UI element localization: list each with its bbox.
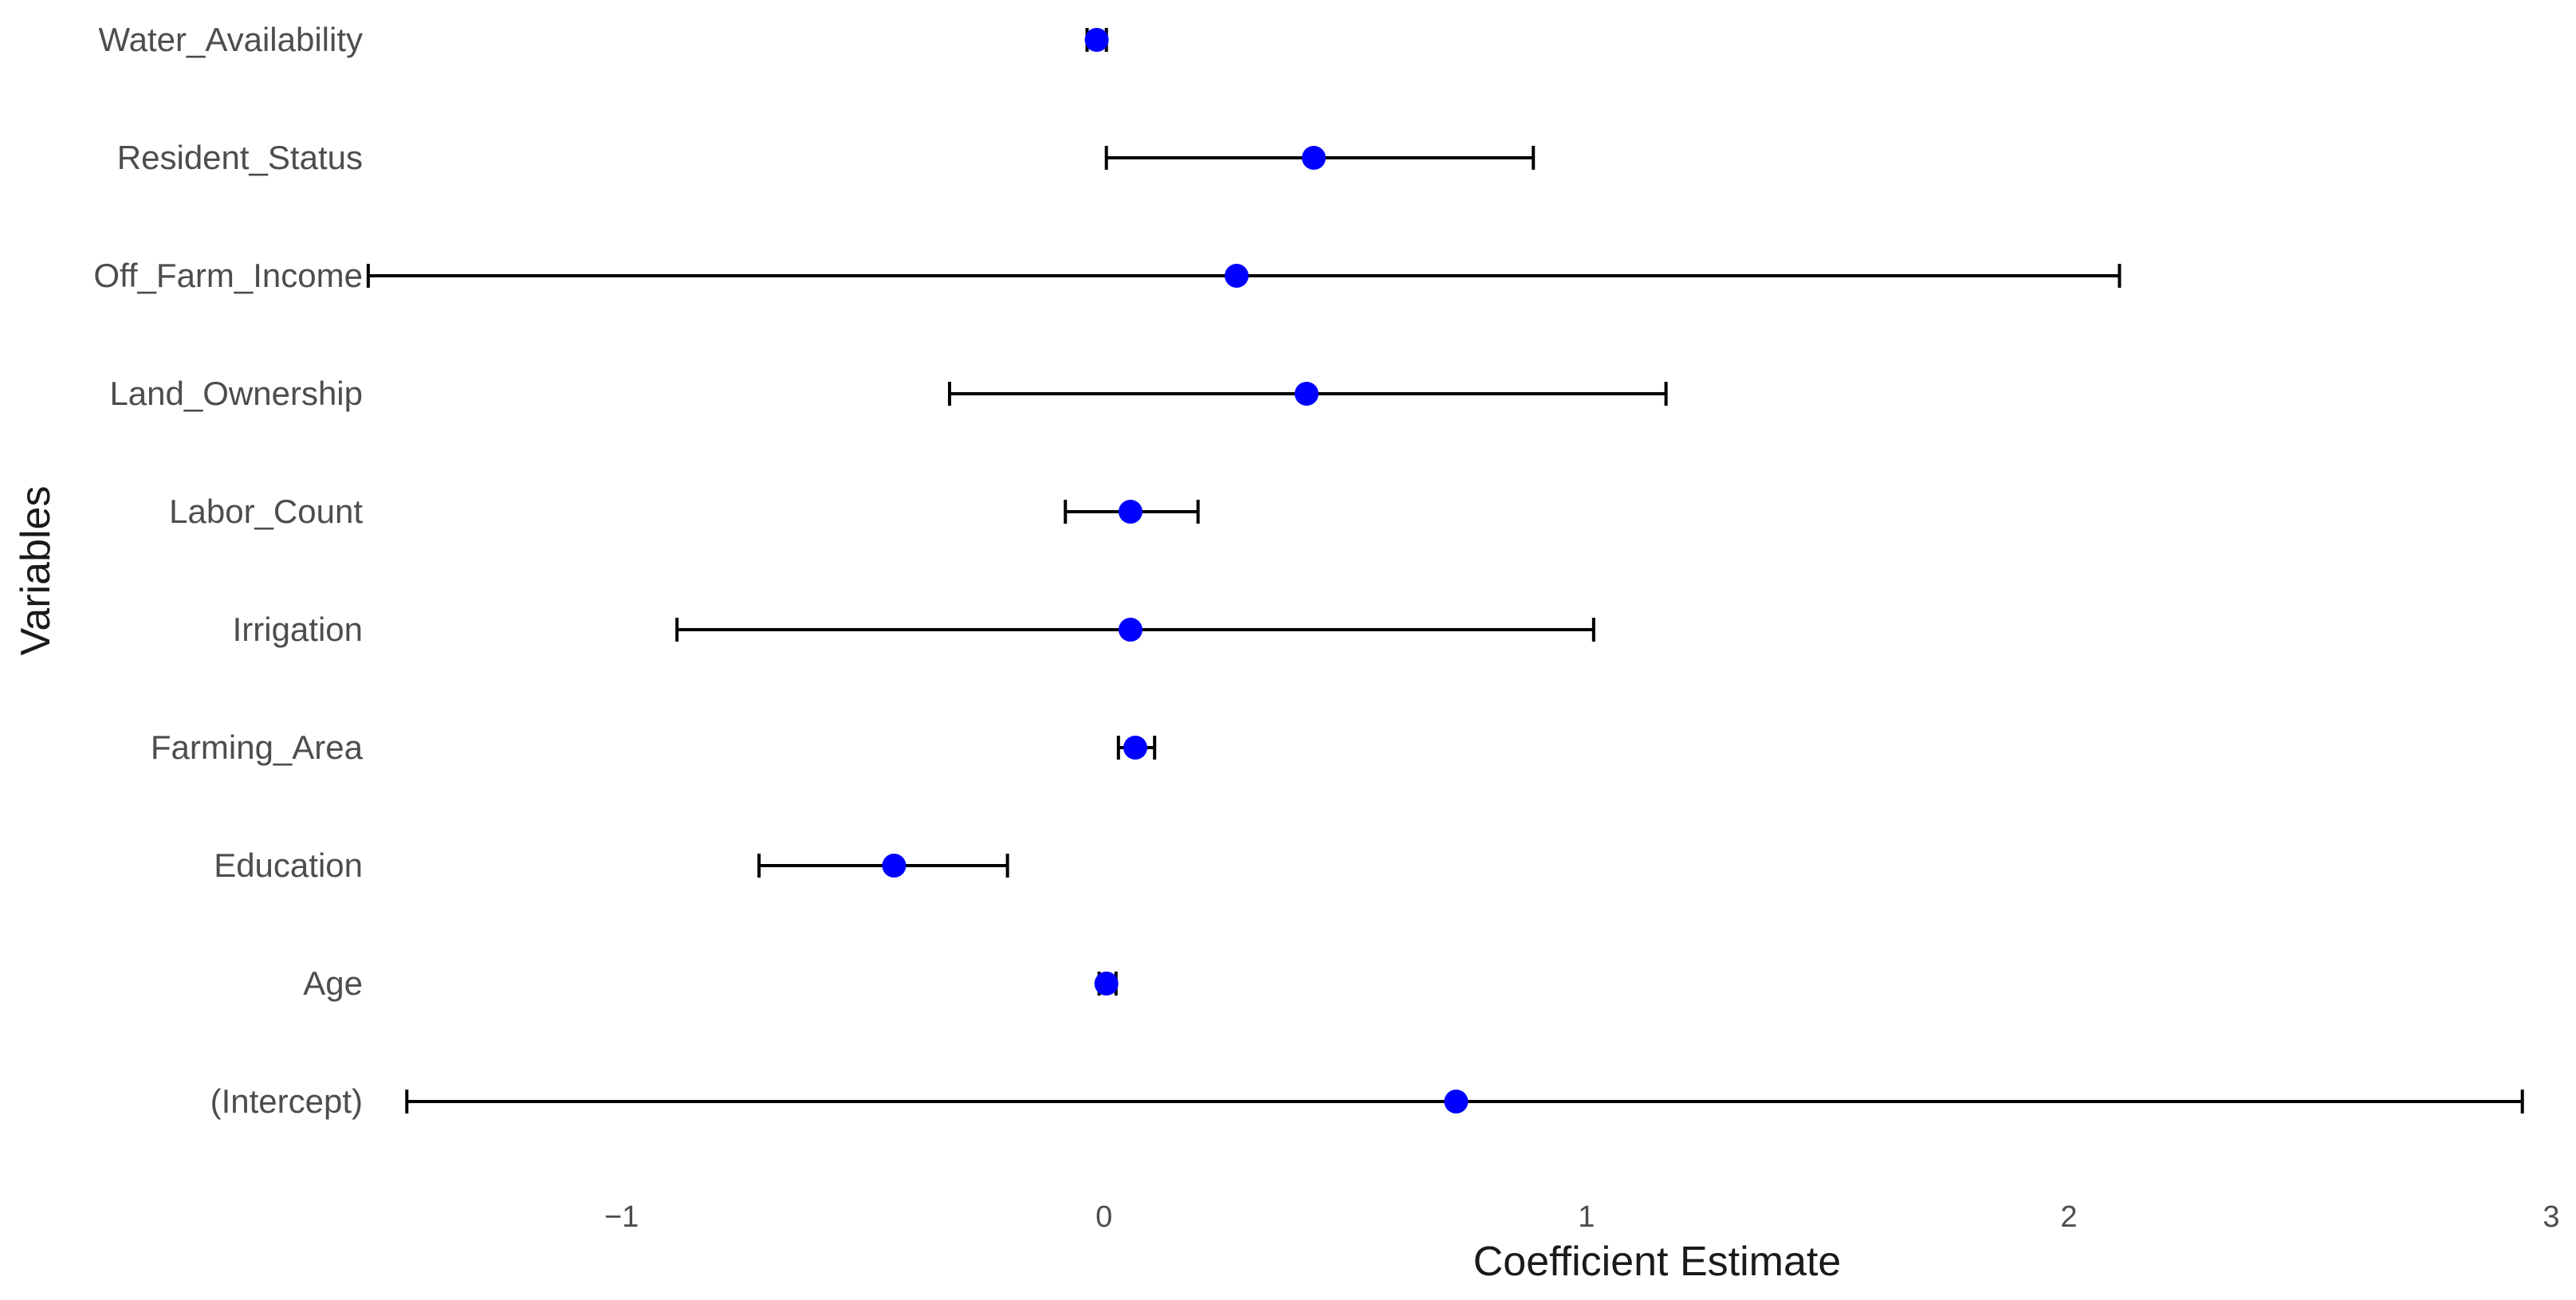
x-tick-label: 0: [1095, 1200, 1112, 1234]
x-tick-label: −1: [604, 1200, 639, 1234]
x-tick-label: 3: [2543, 1200, 2559, 1234]
point-resident-status: [1301, 146, 1326, 170]
point-irrigation: [1118, 618, 1142, 642]
point-age: [1094, 972, 1119, 996]
y-tick-label-intercept: (Intercept): [210, 1082, 363, 1120]
y-axis-labels: Water_Availability Resident_Status Off_Far…: [93, 21, 363, 1120]
point-land-ownership: [1294, 382, 1319, 406]
y-tick-label-age: Age: [303, 964, 363, 1002]
point-education: [882, 854, 907, 878]
point-intercept: [1444, 1090, 1469, 1113]
y-tick-label-resident-status: Resident_Status: [117, 139, 363, 176]
point-off-farm-income: [1225, 264, 1249, 288]
errorbar-layer: [366, 28, 2524, 1113]
y-tick-label-farming-area: Farming_Area: [151, 729, 364, 766]
point-water-availability: [1084, 28, 1109, 52]
y-tick-label-education: Education: [214, 846, 363, 884]
x-tick-label: 2: [2060, 1200, 2077, 1234]
point-layer: [882, 28, 1469, 1113]
x-tick-label: 1: [1578, 1200, 1595, 1234]
x-axis-title: Coefficient Estimate: [1473, 1239, 1841, 1285]
y-axis-title: Variables: [13, 486, 59, 656]
point-farming-area: [1123, 736, 1147, 760]
y-tick-label-off-farm-income: Off_Farm_Income: [93, 257, 363, 294]
y-tick-label-irrigation: Irrigation: [233, 611, 363, 648]
point-labor-count: [1118, 500, 1142, 524]
y-tick-label-land-ownership: Land_Ownership: [109, 375, 363, 412]
x-axis-tick-labels: −1 0 1 2 3: [604, 1200, 2560, 1234]
y-tick-label-water-availability: Water_Availability: [99, 21, 363, 58]
y-tick-label-labor-count: Labor_Count: [169, 493, 363, 530]
